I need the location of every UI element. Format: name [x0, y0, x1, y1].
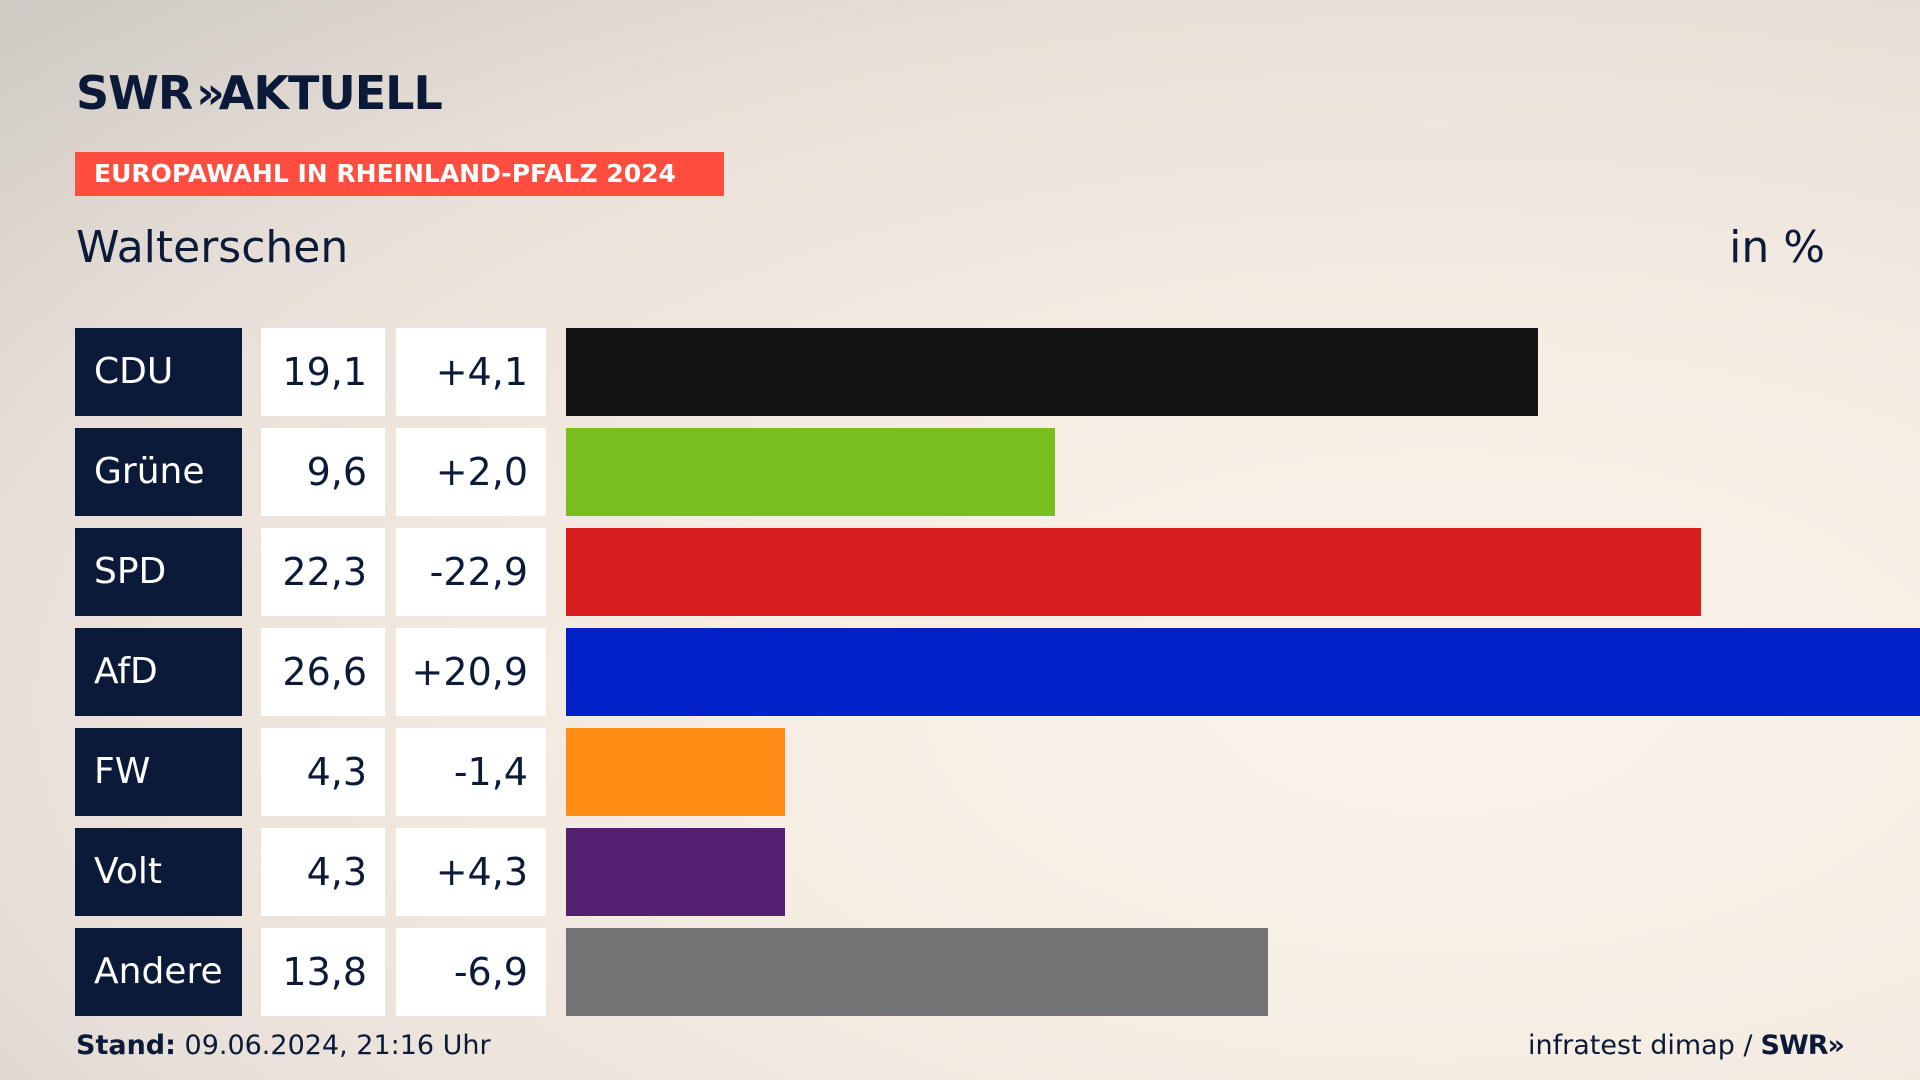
share-value: 19,1	[261, 328, 385, 416]
stand-value: 09.06.2024, 21:16 Uhr	[184, 1030, 491, 1061]
result-row-fw: FW 4,3 -1,4	[75, 728, 1920, 816]
bar-andere	[566, 928, 1268, 1016]
result-row-afd: AfD 26,6 +20,9	[75, 628, 1920, 716]
party-label: SPD	[75, 528, 242, 616]
bar-spd	[566, 528, 1701, 616]
election-banner: EUROPAWAHL IN RHEINLAND-PFALZ 2024	[75, 152, 724, 196]
unit-label: in %	[1729, 222, 1825, 273]
swr-aktuell-logo: SWR » AKTUELL	[76, 66, 443, 120]
change-value: -1,4	[396, 728, 546, 816]
share-value: 4,3	[261, 828, 385, 916]
change-value: +20,9	[396, 628, 546, 716]
result-row-spd: SPD 22,3 -22,9	[75, 528, 1920, 616]
bar-afd	[566, 628, 1920, 716]
share-value: 13,8	[261, 928, 385, 1016]
change-value: +4,3	[396, 828, 546, 916]
party-label: Grüne	[75, 428, 242, 516]
source-logo: SWR»	[1760, 1030, 1845, 1061]
party-label: Volt	[75, 828, 242, 916]
source-credit: infratest dimap / SWR»	[1528, 1030, 1845, 1061]
stand-label: Stand:	[76, 1030, 176, 1061]
bar-grüne	[566, 428, 1055, 516]
timestamp: Stand: 09.06.2024, 21:16 Uhr	[76, 1030, 491, 1061]
change-value: +4,1	[396, 328, 546, 416]
bar-volt	[566, 828, 785, 916]
party-label: CDU	[75, 328, 242, 416]
source-text: infratest dimap /	[1528, 1030, 1753, 1061]
party-label: FW	[75, 728, 242, 816]
region-title: Walterschen	[76, 222, 349, 273]
logo-suffix: AKTUELL	[218, 66, 443, 120]
party-label: AfD	[75, 628, 242, 716]
change-value: -22,9	[396, 528, 546, 616]
share-value: 4,3	[261, 728, 385, 816]
result-row-volt: Volt 4,3 +4,3	[75, 828, 1920, 916]
result-row-grüne: Grüne 9,6 +2,0	[75, 428, 1920, 516]
share-value: 9,6	[261, 428, 385, 516]
bar-fw	[566, 728, 785, 816]
result-row-andere: Andere 13,8 -6,9	[75, 928, 1920, 1016]
result-row-cdu: CDU 19,1 +4,1	[75, 328, 1920, 416]
change-value: -6,9	[396, 928, 546, 1016]
change-value: +2,0	[396, 428, 546, 516]
logo-chevrons-icon: »	[196, 67, 225, 119]
share-value: 26,6	[261, 628, 385, 716]
share-value: 22,3	[261, 528, 385, 616]
bar-cdu	[566, 328, 1538, 416]
logo-main: SWR	[76, 66, 193, 120]
party-label: Andere	[75, 928, 242, 1016]
